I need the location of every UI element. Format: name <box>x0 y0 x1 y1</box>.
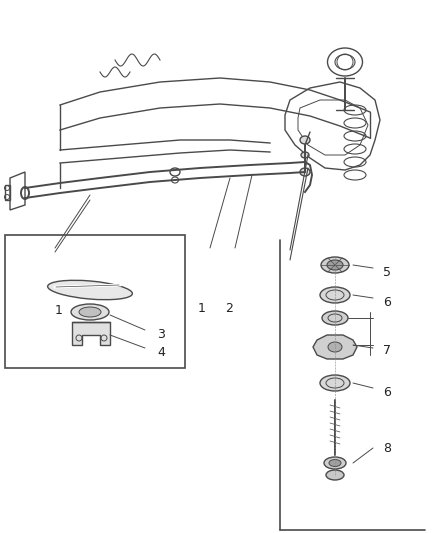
Ellipse shape <box>321 257 349 273</box>
Text: 5: 5 <box>383 266 391 279</box>
Ellipse shape <box>300 136 310 144</box>
Text: 6: 6 <box>383 296 391 310</box>
Ellipse shape <box>326 470 344 480</box>
Ellipse shape <box>301 152 309 158</box>
Text: 1: 1 <box>198 302 206 314</box>
Ellipse shape <box>322 311 348 325</box>
Ellipse shape <box>329 459 341 466</box>
Ellipse shape <box>328 342 342 352</box>
Ellipse shape <box>79 307 101 317</box>
Text: 7: 7 <box>383 343 391 357</box>
Ellipse shape <box>71 304 109 320</box>
Text: 3: 3 <box>157 328 165 342</box>
Ellipse shape <box>48 280 132 300</box>
Bar <box>5 235 185 368</box>
Ellipse shape <box>324 457 346 469</box>
Text: 6: 6 <box>383 385 391 399</box>
Polygon shape <box>72 322 110 345</box>
Ellipse shape <box>300 168 310 176</box>
Text: 2: 2 <box>225 302 233 314</box>
Polygon shape <box>313 335 357 359</box>
Text: 4: 4 <box>157 345 165 359</box>
Ellipse shape <box>320 287 350 303</box>
Ellipse shape <box>327 260 343 270</box>
Text: 1: 1 <box>55 303 63 317</box>
Text: 8: 8 <box>383 441 391 455</box>
Ellipse shape <box>320 375 350 391</box>
